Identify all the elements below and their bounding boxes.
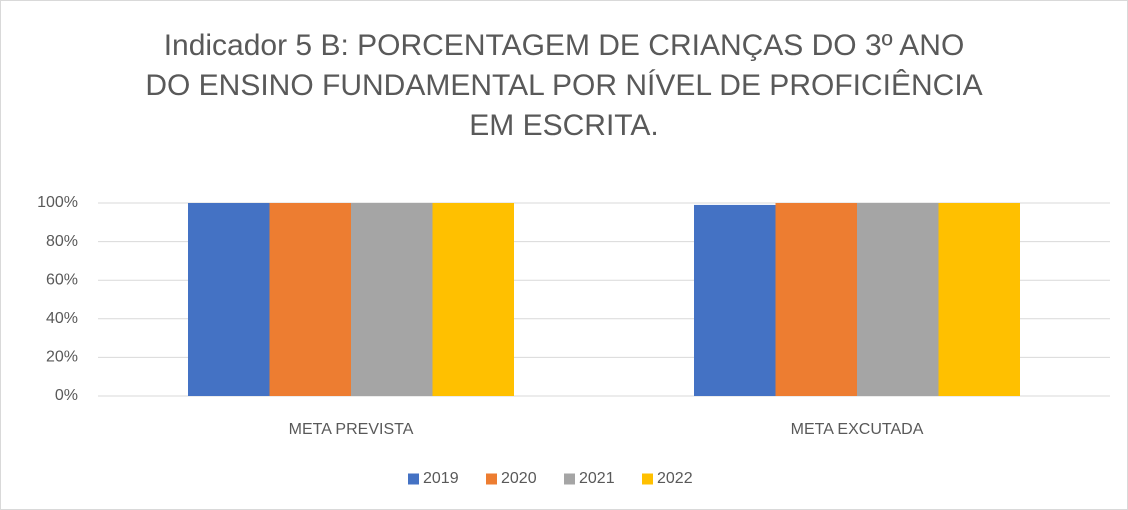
legend-swatch <box>564 473 575 485</box>
bar <box>269 203 351 396</box>
legend-swatch <box>486 473 497 485</box>
chart-title: Indicador 5 B: PORCENTAGEM DE CRIANÇAS D… <box>145 29 983 142</box>
bar <box>775 203 857 396</box>
y-tick-label: 40% <box>46 310 78 327</box>
legend-label: 2019 <box>423 470 459 487</box>
bar <box>938 203 1020 396</box>
x-tick-label: META EXCUTADA <box>791 421 924 438</box>
bar <box>188 203 270 396</box>
legend-label: 2021 <box>579 470 615 487</box>
y-tick-label: 60% <box>46 271 78 288</box>
y-tick-label: 100% <box>37 194 78 211</box>
legend-swatch <box>408 473 419 485</box>
legend-swatch <box>642 473 653 485</box>
x-tick-label: META PREVISTA <box>289 421 414 438</box>
legend-label: 2022 <box>657 470 693 487</box>
bar <box>351 203 433 396</box>
bar <box>694 204 776 396</box>
y-tick-label: 20% <box>46 349 78 366</box>
y-tick-label: 0% <box>55 387 78 404</box>
y-tick-label: 80% <box>46 233 78 250</box>
bar <box>432 203 514 396</box>
bar <box>857 203 939 396</box>
legend-label: 2020 <box>501 470 537 487</box>
